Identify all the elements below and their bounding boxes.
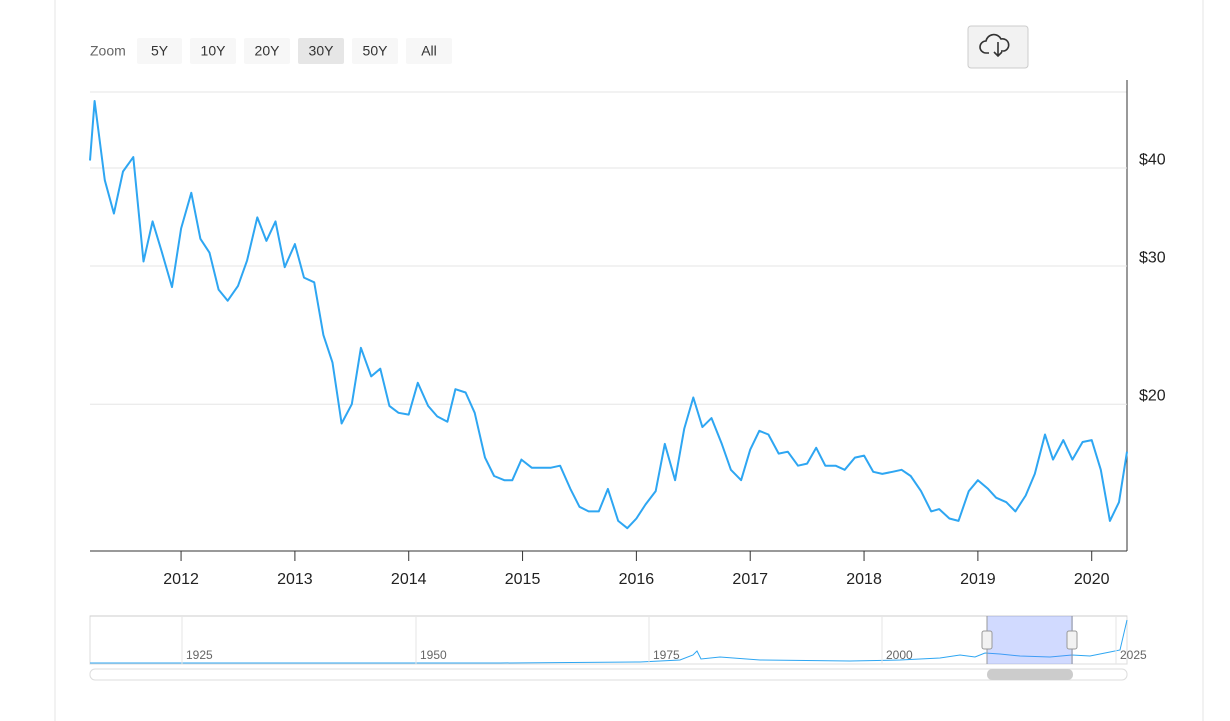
- scrollbar-track[interactable]: [89, 668, 1128, 681]
- x-tick-label: 2017: [732, 571, 768, 588]
- zoom-button-label[interactable]: 50Y: [363, 43, 389, 59]
- x-tick-label: 2013: [277, 571, 313, 588]
- x-tick-label: 2014: [391, 571, 427, 588]
- navigator-label: 2000: [886, 648, 913, 662]
- download-button[interactable]: [967, 25, 1029, 69]
- navigator-label: 1975: [653, 648, 680, 662]
- navigator-handle[interactable]: [1066, 630, 1078, 650]
- navigator-selection[interactable]: [987, 616, 1073, 664]
- x-tick-label: 2019: [960, 571, 996, 588]
- x-tick-label: 2015: [505, 571, 541, 588]
- zoom-button[interactable]: [244, 38, 290, 64]
- y-tick-label: $30: [1139, 249, 1166, 266]
- navigator-series: [90, 619, 1128, 664]
- zoom-button-label[interactable]: 20Y: [255, 43, 281, 59]
- zoom-button[interactable]: [190, 38, 236, 64]
- series-line: [89, 100, 1128, 530]
- navigator-label: 2025: [1120, 648, 1147, 662]
- navigator-handle[interactable]: [981, 630, 993, 650]
- zoom-label: Zoom: [90, 43, 126, 59]
- zoom-button[interactable]: [406, 38, 452, 64]
- download-icon[interactable]: [979, 33, 1010, 58]
- zoom-button-label[interactable]: 30Y: [309, 43, 335, 59]
- zoom-button-label[interactable]: 10Y: [201, 43, 227, 59]
- scrollbar-thumb[interactable]: [987, 669, 1073, 680]
- y-tick-label: $20: [1139, 387, 1166, 404]
- zoom-button[interactable]: [352, 38, 398, 64]
- x-tick-label: 2020: [1074, 571, 1110, 588]
- zoom-button-label[interactable]: 5Y: [151, 43, 169, 59]
- zoom-button-label[interactable]: All: [421, 43, 437, 59]
- navigator-label: 1925: [186, 648, 213, 662]
- x-tick-label: 2018: [846, 571, 882, 588]
- x-tick-label: 2012: [163, 571, 199, 588]
- zoom-button[interactable]: [137, 38, 182, 64]
- navigator: [89, 615, 1128, 681]
- x-tick-label: 2016: [619, 571, 655, 588]
- zoom-button[interactable]: [298, 38, 344, 64]
- navigator-label: 1950: [420, 648, 447, 662]
- y-tick-label: $40: [1139, 151, 1166, 168]
